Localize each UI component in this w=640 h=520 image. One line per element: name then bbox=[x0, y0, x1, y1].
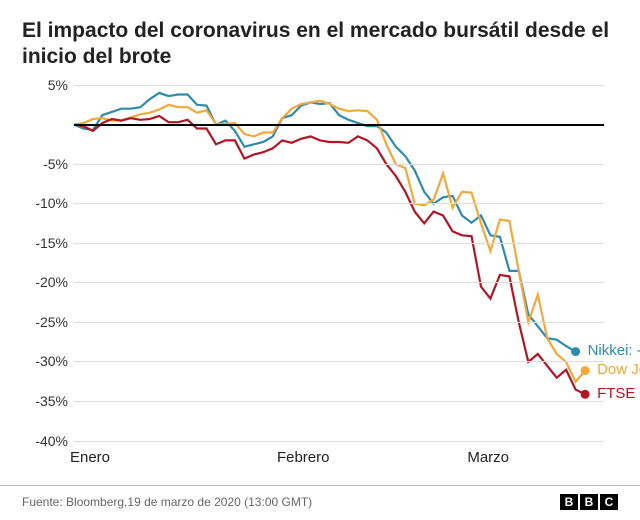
y-axis-label: -30% bbox=[35, 353, 74, 369]
y-axis-label: -25% bbox=[35, 314, 74, 330]
y-axis-label: -5% bbox=[43, 156, 74, 172]
end-dot-ftse-100 bbox=[581, 389, 590, 398]
chart-title: El impacto del coronavirus en el mercado… bbox=[22, 18, 618, 71]
gridline bbox=[74, 401, 604, 402]
end-dot-nikkei bbox=[571, 347, 580, 356]
y-axis-label: -35% bbox=[35, 393, 74, 409]
zero-gridline bbox=[74, 124, 604, 126]
y-axis-label: -20% bbox=[35, 274, 74, 290]
chart-footer: Fuente: Bloomberg,19 de marzo de 2020 (1… bbox=[0, 485, 640, 520]
bbc-logo-letter: C bbox=[600, 494, 618, 510]
y-axis-label: -10% bbox=[35, 195, 74, 211]
series-label-dow-jones: Dow Jones: -31,1% bbox=[597, 361, 640, 378]
plot-area: 5%-5%-10%-15%-20%-25%-30%-35%-40%EneroFe… bbox=[74, 85, 604, 441]
bbc-logo-letter: B bbox=[580, 494, 598, 510]
y-axis-label: -40% bbox=[35, 433, 74, 449]
bbc-logo: B B C bbox=[560, 494, 618, 510]
gridline bbox=[74, 164, 604, 165]
bbc-logo-letter: B bbox=[560, 494, 578, 510]
chart-area: 5%-5%-10%-15%-20%-25%-30%-35%-40%EneroFe… bbox=[22, 81, 618, 471]
series-label-nikkei: Nikkei: -28,7% bbox=[588, 342, 640, 359]
gridline bbox=[74, 322, 604, 323]
series-line-nikkei bbox=[74, 92, 576, 351]
gridline bbox=[74, 243, 604, 244]
gridline bbox=[74, 203, 604, 204]
gridline bbox=[74, 282, 604, 283]
series-label-ftse-100: FTSE 100: -34,1% bbox=[597, 385, 640, 402]
line-svg bbox=[74, 85, 604, 441]
x-axis-label: Febrero bbox=[277, 441, 330, 466]
gridline bbox=[74, 441, 604, 442]
series-line-ftse-100 bbox=[74, 115, 585, 393]
source-text: Fuente: Bloomberg,19 de marzo de 2020 (1… bbox=[22, 495, 312, 509]
y-axis-label: 5% bbox=[48, 77, 74, 93]
y-axis-label: -15% bbox=[35, 235, 74, 251]
x-axis-label: Enero bbox=[70, 441, 110, 466]
gridline bbox=[74, 85, 604, 86]
x-axis-label: Marzo bbox=[467, 441, 509, 466]
end-dot-dow-jones bbox=[581, 366, 590, 375]
gridline bbox=[74, 361, 604, 362]
